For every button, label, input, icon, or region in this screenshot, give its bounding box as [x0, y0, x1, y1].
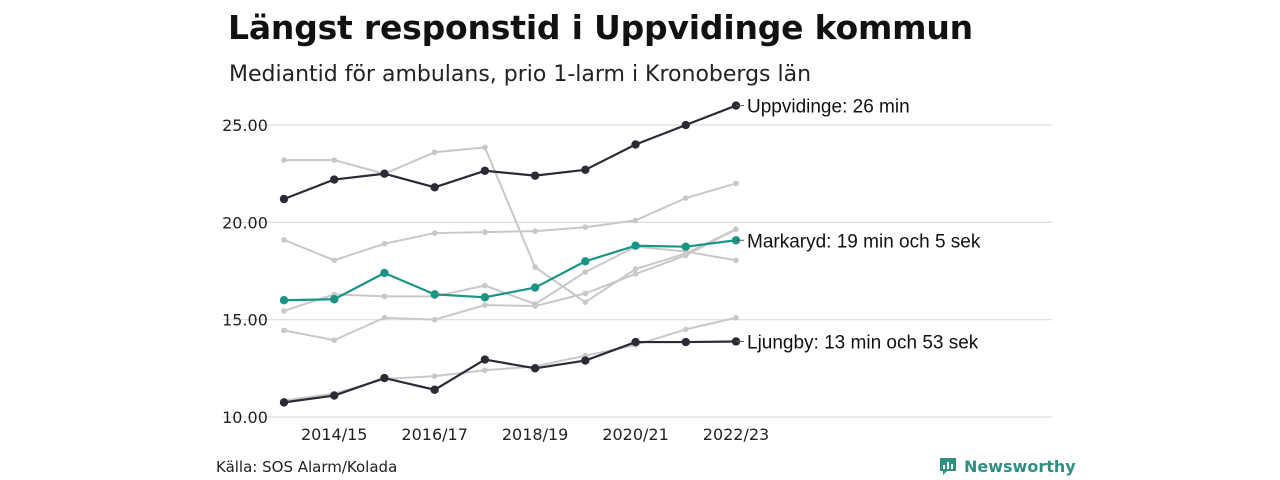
background-data-point	[632, 271, 639, 277]
chart-title: Längst responstid i Uppvidinge kommun	[228, 8, 973, 47]
series-end-label: Uppvidinge: 26 min	[747, 97, 910, 118]
highlight-series	[279, 101, 741, 407]
series-line	[283, 104, 737, 201]
data-point	[681, 242, 690, 251]
data-point	[430, 385, 439, 394]
background-data-point	[331, 337, 338, 343]
background-series-line	[283, 182, 737, 262]
background-data-point	[431, 149, 438, 156]
background-data-point	[331, 157, 338, 163]
data-point	[430, 183, 439, 192]
data-point	[681, 120, 690, 130]
background-data-point	[632, 266, 639, 272]
series-end-label: Markaryd: 19 min och 5 sek	[747, 231, 981, 252]
background-data-point	[482, 367, 488, 374]
background-data-point	[682, 326, 689, 333]
background-data-point	[582, 224, 589, 231]
background-data-point	[682, 252, 689, 259]
background-data-point	[682, 195, 689, 201]
data-point	[330, 391, 339, 400]
x-tick-label: 2018/19	[502, 425, 568, 444]
background-data-point	[431, 230, 438, 236]
y-axis-ticks: 10.00 15.00 20.00 25.00	[222, 116, 268, 427]
background-data-point	[733, 257, 739, 264]
background-data-point	[482, 282, 488, 289]
data-point	[380, 373, 389, 383]
series-line	[283, 239, 737, 302]
background-data-point	[431, 316, 438, 323]
background-data-point	[331, 257, 338, 264]
data-point	[279, 296, 289, 305]
y-tick-label: 20.00	[222, 213, 268, 232]
data-point	[480, 166, 490, 175]
background-series-line	[283, 316, 737, 402]
background-data-point	[532, 303, 538, 309]
data-point	[631, 337, 640, 347]
background-data-point	[381, 314, 388, 321]
x-axis-ticks: 2014/15 2016/17 2018/19 2020/21 2022/23	[301, 425, 769, 444]
data-point	[631, 140, 640, 149]
background-data-point	[381, 240, 388, 247]
data-point	[480, 293, 490, 302]
background-data-point	[532, 264, 538, 270]
chart-bubble-icon	[940, 458, 956, 475]
background-data-point	[381, 293, 388, 300]
background-series-line	[284, 146, 737, 304]
background-data-point	[733, 314, 739, 321]
data-point	[430, 290, 439, 299]
background-data-point	[582, 290, 589, 297]
data-point	[279, 398, 289, 407]
series-end-label: Ljungby: 13 min och 53 sek	[747, 332, 979, 353]
brand-logo[interactable]: Newsworthy	[938, 456, 1076, 476]
background-data-point	[482, 144, 488, 151]
background-data-point	[482, 302, 488, 308]
y-tick-label: 15.00	[222, 311, 268, 330]
y-tick-label: 10.00	[222, 408, 268, 427]
background-data-point	[281, 237, 287, 243]
background-data-point	[733, 180, 739, 187]
background-data-point	[281, 327, 287, 334]
x-tick-label: 2020/21	[602, 425, 668, 444]
x-tick-label: 2022/23	[703, 425, 769, 444]
data-point	[681, 337, 690, 347]
data-point	[581, 257, 590, 266]
data-point	[330, 175, 339, 184]
background-data-point	[733, 226, 739, 232]
background-data-point	[482, 229, 488, 235]
background-data-point	[582, 269, 589, 275]
background-series-line	[283, 245, 737, 312]
background-data-point	[281, 308, 287, 314]
background-data-point	[582, 299, 589, 305]
data-point	[530, 364, 540, 373]
x-tick-label: 2014/15	[301, 425, 367, 444]
series-end-labels: Uppvidinge: 26 min Markaryd: 19 min och 5…	[736, 97, 981, 353]
data-point	[530, 171, 540, 180]
source-note: Källa: SOS Alarm/Kolada	[216, 458, 398, 476]
data-point	[581, 356, 590, 365]
data-point	[480, 355, 490, 364]
x-tick-label: 2016/17	[401, 425, 467, 444]
background-data-point	[532, 228, 538, 234]
brand-name: Newsworthy	[964, 456, 1076, 476]
data-point	[530, 283, 540, 292]
series-line	[283, 340, 737, 404]
background-data-point	[431, 373, 438, 379]
data-point	[380, 169, 389, 178]
data-point	[279, 194, 289, 204]
chart-subtitle: Mediantid för ambulans, prio 1-larm i Kr…	[229, 62, 812, 87]
y-tick-label: 25.00	[222, 116, 268, 135]
background-data-point	[281, 157, 287, 163]
data-point	[330, 295, 339, 304]
background-series-line	[283, 228, 737, 342]
data-point	[581, 165, 590, 175]
data-point	[631, 241, 640, 250]
background-data-point	[632, 217, 639, 224]
data-point	[380, 268, 389, 278]
